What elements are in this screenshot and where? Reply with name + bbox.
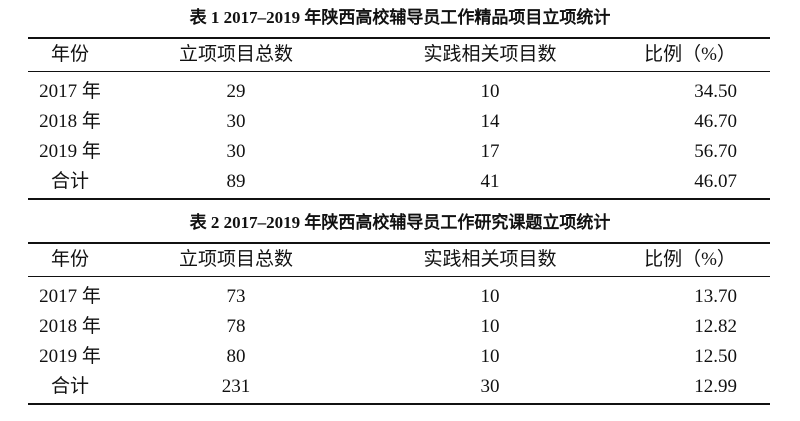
cell: 46.07 [694,171,737,192]
column-header: 立项项目总数 [178,249,294,270]
top-rule [28,242,770,244]
cell: 14 [480,111,500,132]
cell: 17 [480,141,500,162]
column-header: 比例（%） [644,249,736,270]
cell: 78 [226,316,246,337]
cell: 73 [226,286,246,307]
cell: 合计 [50,376,90,397]
cell: 29 [226,81,246,102]
cell: 10 [480,346,500,367]
cell: 2018 年 [39,111,101,132]
column-header: 实践相关项目数 [423,249,557,270]
cell: 56.70 [694,141,737,162]
table-title: 表 2 2017–2019 年陕西高校辅导员工作研究课题立项统计 [189,213,611,232]
cell: 30 [480,376,500,397]
cell: 231 [221,376,251,397]
cell: 2017 年 [39,286,101,307]
bottom-rule [28,198,770,200]
cell: 80 [226,346,246,367]
cell: 2018 年 [39,316,101,337]
cell: 10 [480,81,500,102]
cell: 89 [226,171,246,192]
cell: 10 [480,286,500,307]
cell: 30 [226,141,246,162]
cell: 10 [480,316,500,337]
cell: 13.70 [694,286,737,307]
cell: 2017 年 [39,81,101,102]
column-header: 实践相关项目数 [423,44,557,65]
cell: 12.99 [694,376,737,397]
column-header: 年份 [50,249,90,270]
cell: 2019 年 [39,346,101,367]
cell: 41 [480,171,500,192]
top-rule [28,37,770,39]
column-header: 比例（%） [644,44,736,65]
table-title: 表 1 2017–2019 年陕西高校辅导员工作精品项目立项统计 [189,8,611,27]
bottom-rule [28,403,770,405]
cell: 30 [226,111,246,132]
column-header: 立项项目总数 [178,44,294,65]
header-rule [28,276,770,277]
cell: 12.82 [694,316,737,337]
header-rule [28,71,770,72]
cell: 46.70 [694,111,737,132]
cell: 12.50 [694,346,737,367]
cell: 合计 [50,171,90,192]
cell: 34.50 [694,81,737,102]
column-header: 年份 [50,44,90,65]
cell: 2019 年 [39,141,101,162]
